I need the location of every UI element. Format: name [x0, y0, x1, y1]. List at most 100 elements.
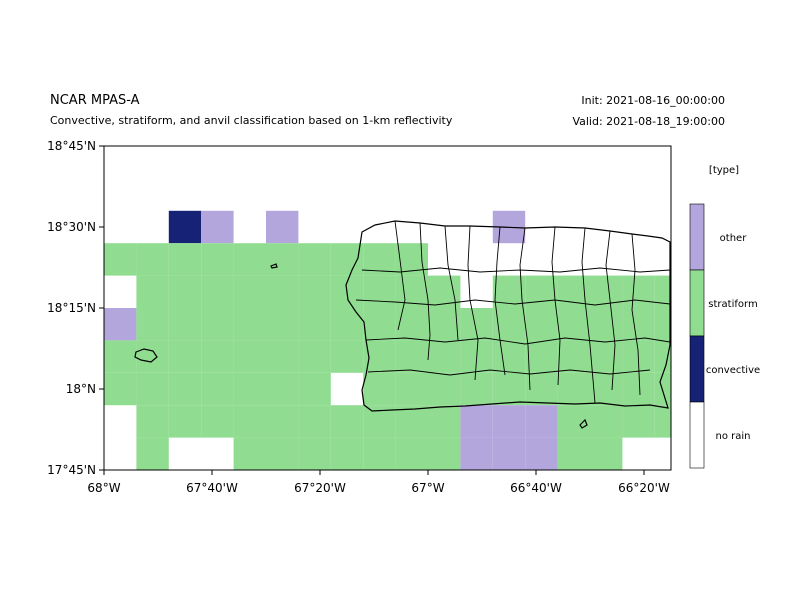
stratiform-cell: [460, 372, 493, 406]
convective-cell: [168, 210, 202, 244]
stratiform-cell: [168, 405, 202, 438]
stratiform-cell: [136, 243, 169, 276]
stratiform-cell: [428, 437, 461, 470]
stratiform-cell: [266, 340, 299, 373]
stratiform-cell: [428, 372, 461, 406]
y-tick-label: 18°30'N: [47, 220, 96, 234]
stratiform-cell: [492, 340, 526, 373]
stratiform-cell: [492, 372, 526, 406]
stratiform-cell: [330, 405, 364, 438]
other-cell: [525, 405, 558, 438]
stratiform-cell: [330, 340, 364, 373]
y-tick-label: 18°45'N: [47, 139, 96, 153]
stratiform-cell: [104, 243, 137, 276]
x-tick-label: 67°40'W: [186, 481, 238, 495]
legend-label-stratiform: stratiform: [708, 299, 757, 310]
stratiform-cell: [590, 308, 623, 341]
stratiform-cell: [330, 308, 364, 341]
other-cell: [492, 437, 526, 470]
x-tick-label: 67°20'W: [294, 481, 346, 495]
stratiform-cell: [395, 340, 428, 373]
stratiform-cell: [525, 275, 558, 308]
stratiform-cell: [363, 437, 396, 470]
legend-swatch-stratiform: [689, 269, 705, 337]
stratiform-cell: [168, 372, 202, 406]
y-tick-label: 17°45'N: [47, 463, 96, 477]
stratiform-cell: [298, 275, 331, 308]
stratiform-cell: [233, 405, 266, 438]
stratiform-cell: [298, 243, 331, 276]
other-cell: [104, 308, 137, 341]
stratiform-cell: [428, 405, 461, 438]
stratiform-cell: [557, 437, 590, 470]
other-cell: [492, 405, 526, 438]
stratiform-cell: [298, 405, 331, 438]
stratiform-cell: [298, 340, 331, 373]
stratiform-cell: [654, 308, 671, 341]
stratiform-cell: [654, 275, 671, 308]
x-tick-label: 66°20'W: [618, 481, 670, 495]
other-cell: [460, 405, 493, 438]
stratiform-cell: [104, 372, 137, 406]
stratiform-cell: [136, 308, 169, 341]
stratiform-cell: [168, 340, 202, 373]
init-time: Init: 2021-08-16_00:00:00: [581, 94, 725, 107]
stratiform-cell: [395, 437, 428, 470]
stratiform-cell: [233, 308, 266, 341]
stratiform-cell: [622, 405, 655, 438]
municipality-borders: [355, 220, 671, 404]
stratiform-cell: [136, 275, 169, 308]
stratiform-cell: [168, 308, 202, 341]
stratiform-cell: [233, 340, 266, 373]
legend-label-other: other: [720, 233, 748, 244]
stratiform-cell: [557, 372, 590, 406]
legend-label-convective: convective: [706, 365, 760, 376]
legend-swatch-other: [689, 203, 705, 271]
stratiform-cell: [201, 308, 234, 341]
stratiform-cell: [363, 275, 396, 308]
stratiform-cell: [136, 372, 169, 406]
stratiform-cell: [298, 437, 331, 470]
stratiform-cell: [266, 372, 299, 406]
stratiform-cell: [654, 405, 671, 438]
legend-title: [type]: [709, 165, 739, 176]
plot-title: NCAR MPAS-A: [50, 93, 140, 108]
stratiform-cell: [590, 437, 623, 470]
other-cell: [201, 210, 234, 244]
stratiform-cell: [428, 340, 461, 373]
stratiform-cell: [266, 437, 299, 470]
x-tick-label: 68°W: [87, 481, 120, 495]
stratiform-cell: [266, 275, 299, 308]
stratiform-cell: [590, 405, 623, 438]
stratiform-cell: [266, 308, 299, 341]
x-tick-label: 66°40'W: [510, 481, 562, 495]
legend: [type] other stratiform convective no rain: [689, 165, 760, 469]
other-cell: [266, 210, 299, 244]
stratiform-cell: [590, 372, 623, 406]
puerto-rico-outline: [134, 220, 671, 429]
stratiform-cell: [363, 340, 396, 373]
stratiform-cell: [395, 308, 428, 341]
stratiform-cell: [525, 308, 558, 341]
stratiform-cell: [136, 340, 169, 373]
x-axis-ticks: 68°W 67°40'W 67°20'W 67°W 66°40'W 66°20'W: [87, 470, 670, 495]
stratiform-cell: [622, 275, 655, 308]
x-tick-label: 67°W: [411, 481, 444, 495]
stratiform-cell: [233, 243, 266, 276]
mona-island-outline: [134, 348, 158, 363]
stratiform-cell: [136, 437, 169, 470]
stratiform-cell: [201, 372, 234, 406]
stratiform-cell: [201, 243, 234, 276]
stratiform-cell: [330, 243, 364, 276]
stratiform-cell: [363, 372, 396, 406]
stratiform-cell: [428, 308, 461, 341]
stratiform-cell: [590, 275, 623, 308]
caja-de-muerto-outline: [579, 418, 588, 429]
legend-swatch-no_rain: [689, 401, 705, 469]
stratiform-cell: [525, 372, 558, 406]
stratiform-cell: [201, 405, 234, 438]
stratiform-cell: [136, 405, 169, 438]
other-cell: [460, 437, 493, 470]
y-tick-label: 18°N: [66, 382, 96, 396]
stratiform-cell: [557, 405, 590, 438]
